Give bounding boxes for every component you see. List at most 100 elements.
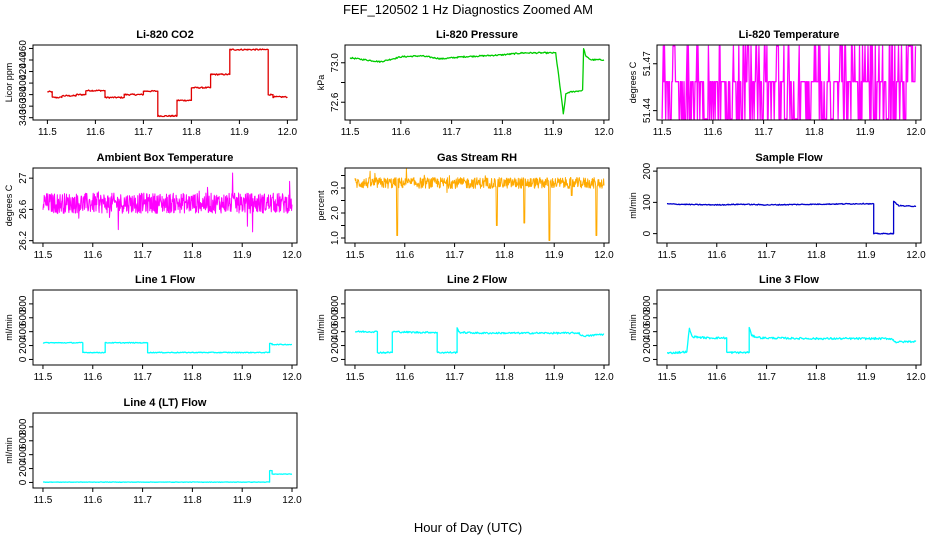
y-tick-label: 400 (18, 74, 29, 91)
y-axis-label: percent (316, 190, 326, 221)
y-axis-label: Licor ppm (4, 63, 14, 103)
plot-frame (32, 289, 298, 366)
panel-9: Line 3 Flow 11.5 11.6 11.7 11.8 11.9 12.0 0 2004… (628, 274, 926, 383)
plot-frame (32, 412, 298, 489)
x-tick-label: 11.6 (703, 127, 722, 138)
y-tick-label: 800 (330, 295, 341, 312)
panel-title: Line 2 Flow (447, 274, 507, 286)
y-axis-label: ml/min (316, 314, 326, 341)
data-series-line (354, 168, 605, 241)
data-series-line (47, 48, 288, 118)
panel-6: Sample Flow 11.5 11.6 11.7 11.8 11.9 12.0 0 100 2… (628, 152, 926, 261)
x-tick-label: 11.9 (233, 372, 252, 383)
y-tick-label: 800 (18, 295, 29, 312)
x-tick-label: 11.7 (445, 372, 464, 383)
y-tick-label: 200 (330, 337, 341, 354)
plot-frame (656, 44, 922, 121)
x-tick-label: 11.8 (807, 372, 826, 383)
panel-title: Line 1 Flow (135, 274, 195, 286)
x-tick-label: 12.0 (906, 372, 926, 383)
y-tick-label: 3.0 (330, 181, 341, 195)
x-tick-label: 12.0 (278, 127, 298, 138)
panel-4: Ambient Box Temperature 11.5 11.6 11.7 11.8 1… (4, 152, 302, 261)
y-tick-label: 200 (18, 460, 29, 477)
x-tick-label: 11.5 (658, 250, 677, 261)
x-tick-label: 11.8 (805, 127, 824, 138)
x-tick-label: 11.5 (658, 372, 677, 383)
y-tick-label: 460 (18, 40, 29, 57)
x-tick-label: 11.8 (493, 127, 512, 138)
x-tick-label: 11.9 (233, 250, 252, 261)
y-tick-label: 0 (642, 230, 653, 236)
y-tick-label: 800 (642, 295, 653, 312)
y-tick-label: 400 (330, 323, 341, 340)
panel-1: Li-820 CO2 11.5 11.6 11.7 11.8 11.9 12.0 340360… (4, 29, 298, 138)
y-tick-label: 27 (18, 172, 29, 184)
x-tick-label: 11.6 (395, 250, 414, 261)
data-series-line (355, 327, 605, 354)
data-series-line (349, 48, 605, 115)
y-tick-label: 200 (18, 337, 29, 354)
panel-2: Li-820 Pressure 11.5 11.6 11.7 11.8 11.9 12.0 7… (316, 29, 614, 138)
y-tick-label: 600 (18, 309, 29, 326)
y-tick-label: 800 (18, 418, 29, 435)
x-tick-label: 11.6 (391, 127, 410, 138)
data-series-line (42, 341, 292, 354)
plot-frame (344, 167, 610, 244)
panel-title: Li-820 CO2 (136, 29, 193, 41)
x-tick-label: 11.5 (346, 372, 365, 383)
x-tick-label: 11.6 (86, 127, 105, 138)
x-tick-label: 11.5 (346, 250, 365, 261)
x-axis-label: Hour of Day (UTC) (414, 520, 522, 535)
y-tick-label: 420 (18, 63, 29, 80)
panel-title: Li-820 Temperature (739, 29, 840, 41)
x-tick-label: 11.5 (653, 127, 672, 138)
panel-3: Li-820 Temperature 11.5 11.6 11.7 11.8 11.9 12… (628, 29, 926, 138)
x-tick-label: 11.8 (183, 250, 202, 261)
panel-title: Gas Stream RH (437, 152, 517, 164)
x-tick-label: 11.8 (495, 372, 514, 383)
y-tick-label: 51.44 (642, 98, 653, 123)
panel-title: Line 4 (LT) Flow (124, 397, 207, 409)
x-tick-label: 11.5 (34, 250, 53, 261)
x-tick-label: 12.0 (594, 127, 614, 138)
y-tick-label: 51.47 (642, 51, 653, 76)
x-tick-label: 11.6 (83, 250, 102, 261)
x-tick-label: 11.8 (495, 250, 514, 261)
x-tick-label: 11.9 (857, 372, 876, 383)
y-tick-label: 200 (642, 162, 653, 179)
panel-10: Line 4 (LT) Flow 11.5 11.6 11.7 11.8 11.9 12.0… (4, 397, 302, 506)
plot-frame (344, 289, 610, 366)
x-tick-label: 11.5 (34, 495, 53, 506)
x-tick-label: 12.0 (282, 250, 302, 261)
data-series-line (666, 200, 917, 235)
y-tick-label: 0 (642, 356, 653, 362)
y-tick-label: 0 (330, 356, 341, 362)
y-axis-label: ml/min (628, 192, 638, 219)
x-tick-label: 11.7 (134, 127, 153, 138)
x-tick-label: 11.9 (544, 127, 563, 138)
x-tick-label: 11.7 (133, 372, 152, 383)
x-tick-label: 11.5 (38, 127, 57, 138)
x-tick-label: 11.7 (445, 250, 464, 261)
x-tick-label: 11.9 (233, 495, 252, 506)
x-tick-label: 11.5 (341, 127, 360, 138)
y-tick-label: 380 (18, 86, 29, 103)
x-tick-label: 12.0 (906, 250, 926, 261)
x-tick-label: 11.8 (807, 250, 826, 261)
y-tick-label: 600 (330, 309, 341, 326)
x-tick-label: 12.0 (594, 250, 614, 261)
y-tick-label: 400 (18, 446, 29, 463)
x-tick-label: 11.8 (182, 127, 201, 138)
x-tick-label: 11.9 (856, 127, 875, 138)
x-tick-label: 11.9 (545, 372, 564, 383)
y-axis-label: ml/min (4, 314, 14, 341)
x-tick-label: 11.6 (707, 250, 726, 261)
x-tick-label: 11.7 (133, 250, 152, 261)
y-axis-label: kPa (316, 75, 326, 91)
panel-5: Gas Stream RH 11.5 11.6 11.7 11.8 11.9 12.0 1.0… (316, 152, 614, 261)
x-tick-label: 11.9 (230, 127, 249, 138)
x-tick-label: 11.6 (83, 372, 102, 383)
data-series-line (42, 172, 293, 233)
